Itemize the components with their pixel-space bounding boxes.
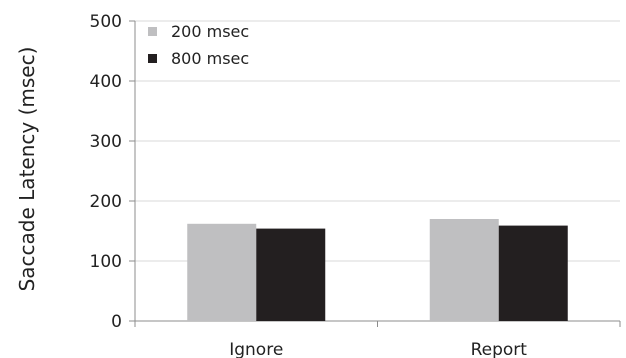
bar-200-msec-report (429, 219, 499, 321)
bars (187, 219, 568, 321)
y-axis: 0 100 200 300 400 500 (90, 12, 136, 332)
y-axis-title: Saccade Latency (msec) (15, 47, 39, 292)
x-category-label: Report (471, 340, 528, 358)
legend-label: 200 msec (171, 22, 249, 41)
legend-swatch (148, 27, 157, 36)
y-tick-label: 100 (90, 252, 122, 272)
legend-label: 800 msec (171, 49, 249, 68)
legend-swatch (148, 54, 157, 63)
y-tick-label: 0 (111, 312, 122, 332)
bar-800-msec-report (498, 225, 568, 321)
bar-200-msec-ignore (187, 223, 257, 321)
x-category-label: Ignore (229, 340, 283, 358)
category-labels: Ignore Report (229, 340, 527, 358)
y-tick-label: 200 (90, 192, 122, 212)
x-axis (134, 320, 621, 327)
bar-800-msec-ignore (256, 228, 326, 321)
legend: 200 msec 800 msec (148, 22, 249, 68)
y-tick-label: 300 (90, 132, 122, 152)
y-tick-label: 500 (90, 12, 122, 32)
y-tick-label: 400 (90, 72, 122, 92)
